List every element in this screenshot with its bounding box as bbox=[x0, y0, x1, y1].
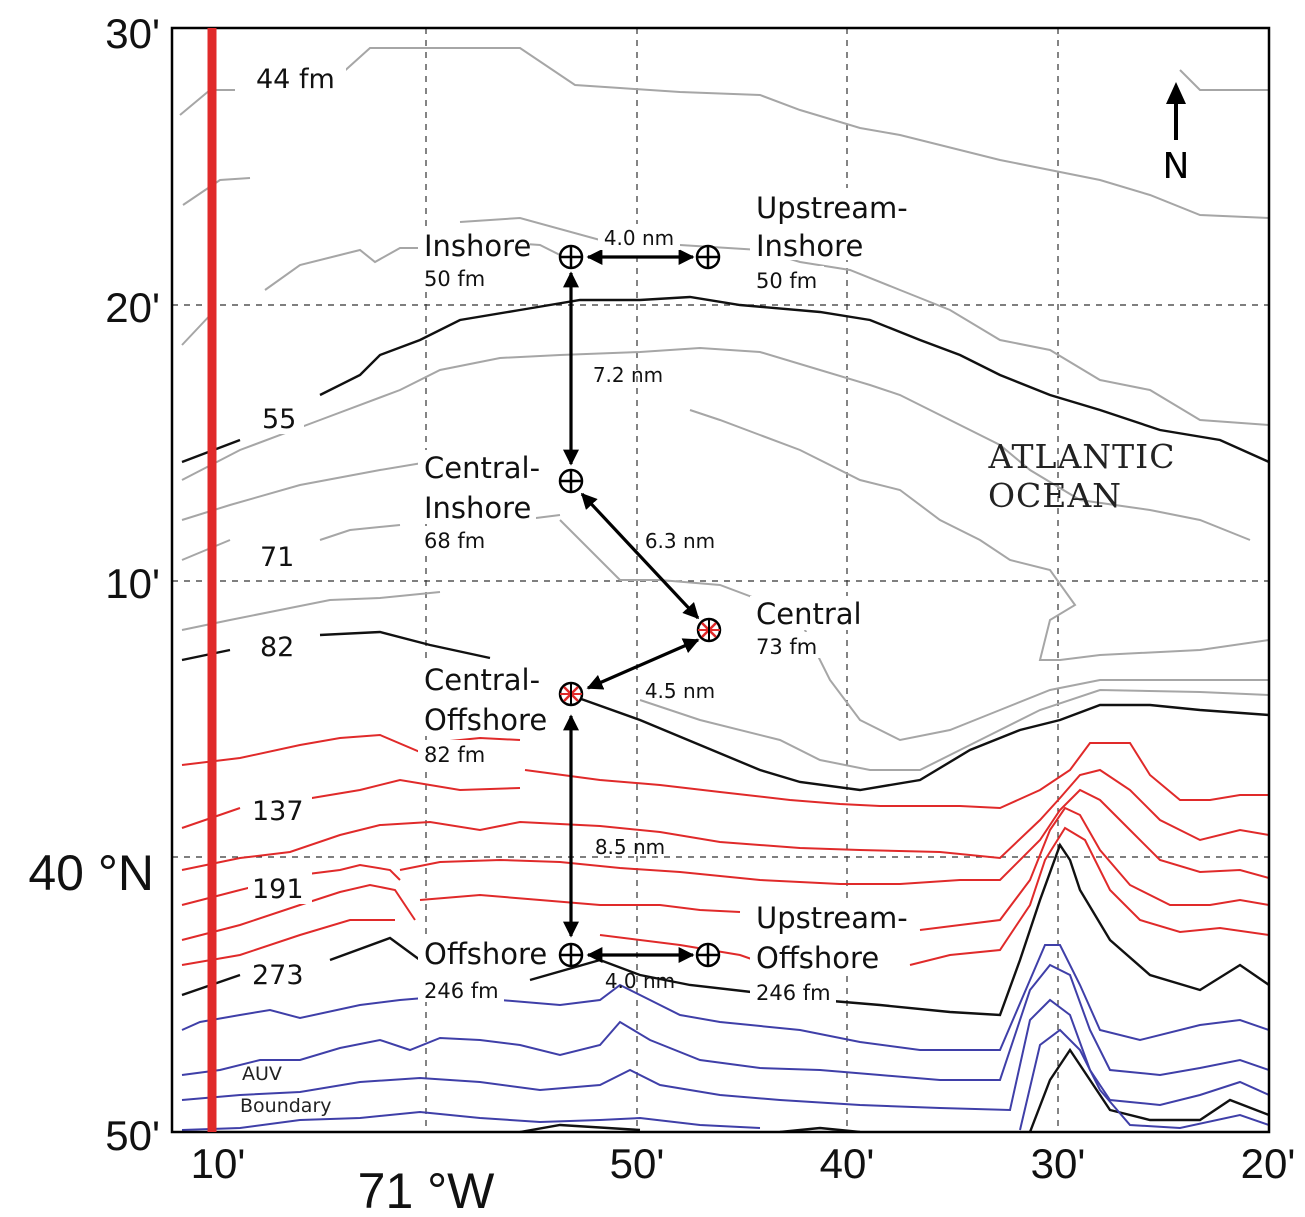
lat-label-40n: 40 °N bbox=[28, 845, 154, 901]
site-upstream-inshore-name-1: Upstream- bbox=[756, 191, 908, 225]
lon-label-40: 40' bbox=[820, 1140, 875, 1187]
auv-boundary-label-line2: Boundary bbox=[240, 1095, 332, 1117]
distance-labels: 4.0 nm 7.2 nm 6.3 nm 4.5 nm 8.5 nm 4.0 n… bbox=[593, 224, 715, 993]
contour-blue-1 bbox=[181, 944, 1269, 1051]
site-upstream-inshore-depth: 50 fm bbox=[756, 269, 817, 293]
contour-blue-3 bbox=[181, 998, 1269, 1112]
site-upstream-offshore-depth: 246 fm bbox=[756, 981, 831, 1005]
contour-82fm bbox=[181, 630, 1269, 792]
station-offshore-icon bbox=[558, 942, 584, 968]
contour-red-3 bbox=[181, 768, 1269, 871]
site-central-offshore-name-2: Offshore bbox=[424, 703, 547, 737]
site-inshore-depth: 50 fm bbox=[424, 267, 485, 291]
site-central-offshore-depth: 82 fm bbox=[424, 743, 485, 767]
contour-deep-black bbox=[519, 1047, 1269, 1132]
ocean-label-line2: OCEAN bbox=[988, 476, 1122, 515]
contour-red-1 bbox=[181, 733, 521, 766]
arrow-central-inshore-central bbox=[580, 492, 700, 620]
lon-label-30: 30' bbox=[1031, 1140, 1086, 1187]
lat-label-50: 50' bbox=[105, 1112, 160, 1159]
contour-78fm bbox=[639, 688, 1269, 771]
site-upstream-offshore-name-2: Offshore bbox=[756, 941, 879, 975]
contour-blue-2 bbox=[181, 963, 1269, 1081]
station-central-offshore-icon bbox=[558, 681, 584, 707]
site-connections bbox=[563, 249, 700, 963]
site-central-inshore-name-1: Central- bbox=[424, 451, 540, 485]
station-markers bbox=[558, 244, 722, 968]
arrow-central-central-offshore bbox=[586, 638, 700, 690]
blue-contours bbox=[181, 944, 1269, 1131]
depth-label-137: 137 bbox=[252, 796, 304, 827]
contour-blue-4 bbox=[181, 1028, 1269, 1131]
distance-inshore-central-inshore: 7.2 nm bbox=[593, 363, 663, 387]
contour-68fm bbox=[181, 514, 1269, 742]
auv-boundary-label-line1: AUV bbox=[242, 1063, 282, 1085]
site-central-inshore-depth: 68 fm bbox=[424, 529, 485, 553]
lat-label-10: 10' bbox=[105, 560, 160, 607]
site-central-offshore-name-1: Central- bbox=[424, 663, 540, 697]
site-upstream-inshore-name-2: Inshore bbox=[756, 229, 863, 263]
distance-central-inshore-central: 6.3 nm bbox=[645, 529, 715, 553]
depth-label-44fm: 44 fm bbox=[256, 64, 335, 95]
site-labels: Inshore 50 fm Upstream- Inshore 50 fm Ce… bbox=[418, 188, 920, 1005]
north-arrow-label: N bbox=[1163, 146, 1190, 187]
depth-label-82: 82 bbox=[260, 632, 294, 663]
site-upstream-offshore-name-1: Upstream- bbox=[756, 901, 908, 935]
lon-label-50: 50' bbox=[610, 1140, 665, 1187]
station-inshore-icon bbox=[558, 244, 584, 270]
lon-label-20: 20' bbox=[1241, 1140, 1296, 1187]
distance-central-offshore-offshore: 8.5 nm bbox=[595, 835, 665, 859]
distance-central-central-offshore: 4.5 nm bbox=[645, 679, 715, 703]
depth-labels: 44 fm 55 71 82 137 191 273 bbox=[248, 60, 346, 991]
depth-label-71: 71 bbox=[260, 542, 294, 573]
site-central-inshore-name-2: Inshore bbox=[424, 491, 531, 525]
station-upstream-offshore-icon bbox=[695, 942, 721, 968]
site-central-name: Central bbox=[756, 597, 862, 631]
station-central-icon bbox=[696, 617, 722, 643]
lat-label-30: 30' bbox=[105, 10, 160, 57]
lon-label-71w: 71 °W bbox=[358, 1163, 496, 1212]
site-offshore-depth: 246 fm bbox=[424, 979, 499, 1003]
site-central-depth: 73 fm bbox=[756, 635, 817, 659]
north-arrow-icon: N bbox=[1163, 82, 1190, 187]
map-frame bbox=[172, 28, 1269, 1132]
contour-58fm bbox=[181, 346, 1251, 541]
ocean-label-line1: ATLANTIC bbox=[988, 437, 1176, 476]
red-contours bbox=[181, 733, 1269, 966]
lat-label-20: 20' bbox=[105, 284, 160, 331]
station-central-inshore-icon bbox=[558, 468, 584, 494]
map-border bbox=[170, 26, 1271, 1134]
depth-label-273: 273 bbox=[252, 960, 304, 991]
distance-offshore-upstream: 4.0 nm bbox=[605, 969, 675, 993]
contour-73fm bbox=[181, 409, 1269, 661]
depth-label-55: 55 bbox=[262, 404, 296, 435]
depth-label-191: 191 bbox=[252, 874, 304, 905]
site-offshore-name: Offshore bbox=[424, 937, 547, 971]
contour-44fm-b bbox=[179, 69, 1269, 116]
lon-label-10: 10' bbox=[191, 1140, 246, 1187]
station-upstream-inshore-icon bbox=[695, 244, 721, 270]
distance-inshore-upstream: 4.0 nm bbox=[604, 226, 674, 250]
contour-red-5 bbox=[181, 806, 1269, 941]
site-inshore-name: Inshore bbox=[424, 229, 531, 263]
